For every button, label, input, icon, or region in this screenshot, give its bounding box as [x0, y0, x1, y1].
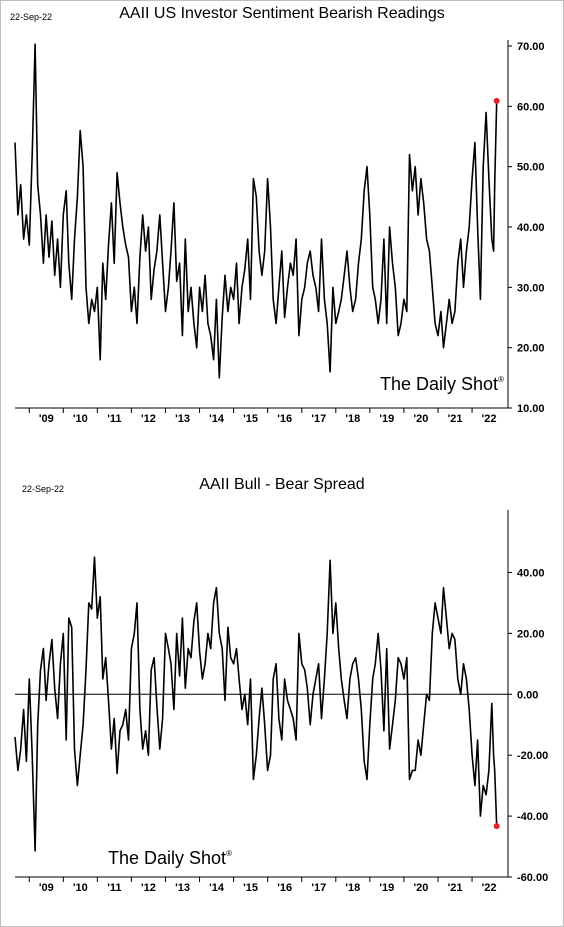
last-point-marker [493, 97, 500, 104]
watermark-logo: The Daily Shot® [108, 848, 232, 868]
x-tick-label: '15 [243, 882, 258, 894]
x-axis-ticks: '09 '10 '11 '12 '13 '14 '15 '16 '17 '18 '19 '20 '21 '… [28, 408, 497, 425]
x-tick-label: '19 [379, 882, 394, 894]
watermark-logo: The Daily Shot® [380, 374, 504, 394]
x-tick-label: '20 [414, 413, 429, 425]
x-tick-label: '17 [311, 413, 326, 425]
y-tick-label: -40.00 [517, 811, 548, 823]
x-tick-label: '21 [448, 882, 463, 894]
y-tick-label: 50.00 [517, 162, 545, 174]
y-tick-label: 70.00 [517, 41, 545, 53]
x-tick-label: '17 [311, 882, 326, 894]
x-tick-label: '14 [209, 882, 225, 894]
x-tick-label: '11 [107, 413, 121, 425]
last-point-marker [493, 823, 500, 830]
x-tick-label: '12 [141, 882, 156, 894]
chart-title: AAII Bull - Bear Spread [199, 476, 364, 493]
y-axis-ticks: -60.00 -40.00 -20.00 0.00 20.00 40.00 [508, 567, 548, 884]
chart-title: AAII US Investor Sentiment Bearish Readi… [119, 5, 445, 22]
x-tick-label: '11 [107, 882, 121, 894]
x-tick-label: '19 [379, 413, 394, 425]
y-tick-label: 0.00 [517, 689, 538, 701]
x-tick-label: '13 [175, 413, 190, 425]
series-line [14, 43, 498, 379]
x-tick-label: '13 [175, 882, 190, 894]
date-label: 22-Sep-22 [10, 12, 52, 22]
series-line [14, 556, 498, 852]
x-tick-label: '20 [414, 882, 429, 894]
x-tick-label: '18 [345, 882, 360, 894]
y-axis-ticks: 10.00 20.00 30.00 40.00 50.00 60.00 70.00 [508, 41, 545, 415]
x-tick-label: '21 [448, 413, 463, 425]
x-tick-label: '22 [482, 882, 497, 894]
y-tick-label: 40.00 [517, 567, 545, 579]
x-tick-label: '12 [141, 413, 156, 425]
y-tick-label: 20.00 [517, 628, 545, 640]
x-tick-label: '15 [243, 413, 258, 425]
x-tick-label: '18 [345, 413, 360, 425]
x-tick-label: '22 [482, 413, 497, 425]
bull-bear-spread-panel: 22-Sep-22 AAII Bull - Bear Spread -60.00… [14, 476, 548, 894]
y-tick-label: 10.00 [517, 403, 545, 415]
date-label: 22-Sep-22 [22, 484, 64, 494]
x-tick-label: '16 [277, 413, 292, 425]
y-tick-label: 30.00 [517, 282, 545, 294]
y-tick-label: -20.00 [517, 750, 548, 762]
x-axis-ticks: '09 '10 '11 '12 '13 '14 '15 '16 '17 '18 '19 '20 '21 '… [28, 877, 497, 894]
y-tick-label: 40.00 [517, 222, 545, 234]
x-tick-label: '10 [73, 882, 88, 894]
y-tick-label: 60.00 [517, 101, 545, 113]
x-tick-label: '16 [277, 882, 292, 894]
y-tick-label: 20.00 [517, 343, 545, 355]
x-tick-label: '10 [73, 413, 88, 425]
bearish-readings-panel: 22-Sep-22 AAII US Investor Sentiment Bea… [10, 5, 545, 425]
y-tick-label: -60.00 [517, 872, 548, 884]
x-tick-label: '14 [209, 413, 225, 425]
x-tick-label: '09 [39, 413, 54, 425]
x-tick-label: '09 [39, 882, 54, 894]
